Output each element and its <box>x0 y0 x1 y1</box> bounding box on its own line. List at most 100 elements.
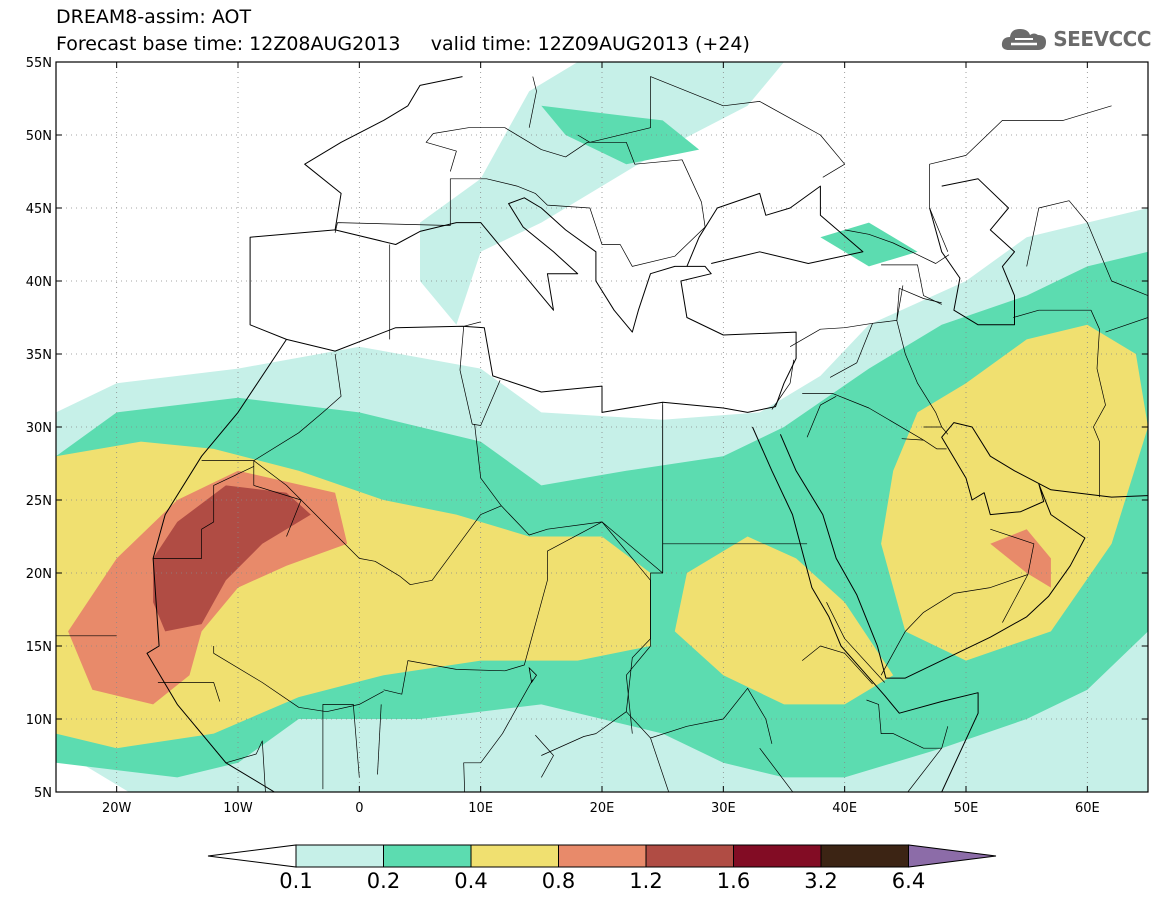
border-14 <box>953 574 1029 594</box>
colorbar-box-1 <box>383 844 472 868</box>
lat-label-30N: 30N <box>26 421 52 436</box>
lon-label-40E: 40E <box>832 801 857 816</box>
border-15 <box>880 593 955 676</box>
border-38 <box>541 711 627 756</box>
border-10 <box>806 395 837 438</box>
axis-ticks: 55N 50N 45N 40N 35N 30N 25N 20N 15N 10N 5N 20W 10W 0 1… <box>26 56 1148 816</box>
lat-label-5N: 5N <box>34 786 52 801</box>
border-28 <box>923 426 949 435</box>
colorbar-label-1.2: 1.2 <box>629 869 662 893</box>
colorbar-box-5 <box>733 844 822 868</box>
lon-label-20W: 20W <box>102 801 132 816</box>
coastline-5 <box>686 185 864 267</box>
lat-label-20N: 20N <box>26 567 52 582</box>
border-24 <box>844 229 950 264</box>
colorbar-label-3.2: 3.2 <box>804 869 837 893</box>
border-26 <box>896 285 904 321</box>
border-17 <box>801 645 873 685</box>
colorbar-label-0.1: 0.1 <box>279 869 312 893</box>
logo-text: SEEVCCC <box>1053 27 1151 51</box>
border-41 <box>782 791 784 792</box>
colorbar: 0.1 0.2 0.4 0.8 1.2 1.6 3.2 6.4 <box>207 844 997 893</box>
colorbar-high-end <box>908 844 997 868</box>
aot-region-0.4-2 <box>881 324 1148 661</box>
aot-region-1.2-0 <box>153 485 311 632</box>
lat-label-55N: 55N <box>26 56 52 71</box>
border-45 <box>501 402 664 574</box>
border-16 <box>826 602 885 683</box>
border-12 <box>896 320 943 428</box>
coastline-1 <box>304 76 463 230</box>
lon-label-30E: 30E <box>711 801 736 816</box>
border-5 <box>625 543 670 792</box>
colorbar-label-0.2: 0.2 <box>367 869 400 893</box>
border-25 <box>881 264 942 305</box>
lat-label-35N: 35N <box>26 348 52 363</box>
lon-label-0: 0 <box>355 801 363 816</box>
border-22 <box>528 76 537 128</box>
border-3 <box>383 521 651 734</box>
aot-region-0.4-1 <box>674 536 894 705</box>
border-43 <box>253 353 342 461</box>
lat-label-15N: 15N <box>26 640 52 655</box>
border-35 <box>322 704 360 790</box>
aot-region-0.2-2 <box>820 222 918 267</box>
lat-label-50N: 50N <box>26 129 52 144</box>
border-2 <box>213 646 384 713</box>
forecast-time-line: Forecast base time: 12Z08AUG2013 valid t… <box>56 33 750 55</box>
lon-label-10W: 10W <box>223 801 253 816</box>
border-29 <box>1013 309 1106 498</box>
colorbar-box-0 <box>295 844 384 868</box>
border-33 <box>157 682 221 702</box>
coastline-6 <box>929 178 1015 326</box>
border-39 <box>535 734 554 778</box>
lon-label-10E: 10E <box>468 801 493 816</box>
border-34 <box>195 726 266 792</box>
lat-label-40N: 40N <box>26 275 52 290</box>
lat-label-25N: 25N <box>26 494 52 509</box>
colorbar-low-end <box>207 844 297 868</box>
border-8 <box>789 287 942 348</box>
lon-label-50E: 50E <box>954 801 979 816</box>
border-40 <box>650 687 773 744</box>
country-border-layer <box>56 76 1148 792</box>
border-18 <box>759 726 949 792</box>
border-27 <box>929 105 1112 252</box>
lon-label-20E: 20E <box>590 801 615 816</box>
colorbar-label-6.4: 6.4 <box>892 869 925 893</box>
border-13 <box>990 528 1035 623</box>
colorbar-box-6 <box>820 844 909 868</box>
colorbar-label-1.6: 1.6 <box>717 869 750 893</box>
colorbar-box-3 <box>558 844 647 868</box>
aot-region-0.8-1 <box>990 529 1051 588</box>
lat-label-10N: 10N <box>26 713 52 728</box>
colorbar-box-2 <box>470 844 559 868</box>
border-30 <box>1105 317 1148 333</box>
coastline-0 <box>249 197 797 413</box>
map-title: DREAM8-assim: AOT <box>56 6 252 28</box>
seevccc-logo: SEEVCCC <box>999 24 1151 54</box>
border-42 <box>459 321 501 426</box>
border-37 <box>463 679 534 792</box>
aot-region-0.1-1 <box>420 62 784 325</box>
lat-label-45N: 45N <box>26 202 52 217</box>
valid-time-label: valid time: 12Z09AUG2013 (+24) <box>430 33 750 55</box>
gridlines <box>56 62 1148 792</box>
border-19 <box>866 699 942 749</box>
cloud-icon <box>1002 29 1047 50</box>
colorbar-box-4 <box>645 844 734 868</box>
border-0 <box>201 460 302 537</box>
base-time-label: Forecast base time: 12Z08AUG2013 <box>56 33 401 55</box>
colorbar-label-0.4: 0.4 <box>454 869 487 893</box>
border-6 <box>771 359 795 410</box>
border-11 <box>901 438 924 441</box>
lake-1 <box>528 666 538 684</box>
border-7 <box>802 393 947 450</box>
border-36 <box>377 704 382 775</box>
coastline-layer <box>146 76 1148 792</box>
lon-label-60E: 60E <box>1075 801 1100 816</box>
border-21 <box>334 127 706 267</box>
colorbar-label-0.8: 0.8 <box>542 869 575 893</box>
coastline-3 <box>752 426 979 792</box>
